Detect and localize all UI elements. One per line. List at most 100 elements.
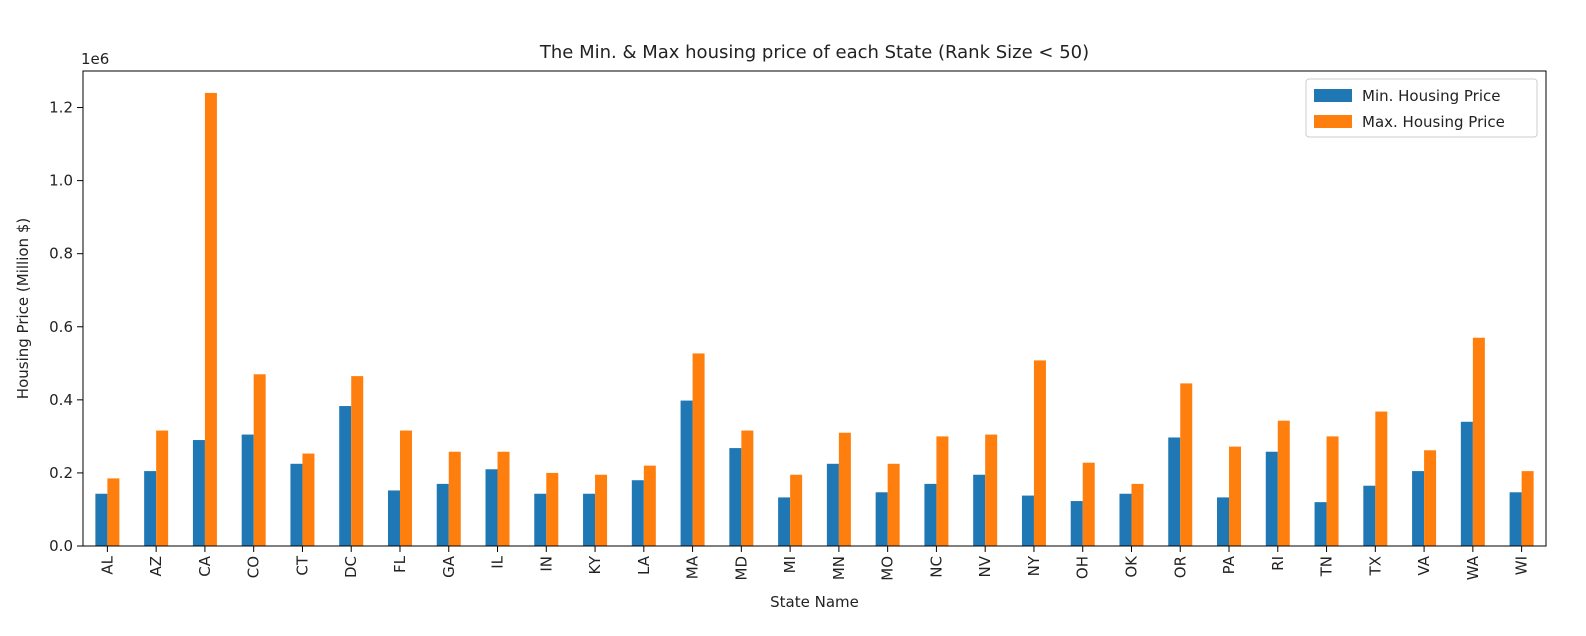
- x-tick-label-mi: MI: [781, 556, 799, 573]
- bar-max-oh: [1082, 462, 1095, 546]
- legend-label-max: Max. Housing Price: [1362, 113, 1505, 131]
- y-tick-label: 0.2: [49, 464, 73, 482]
- legend-swatch-max: [1314, 115, 1352, 128]
- bar-min-mo: [875, 492, 888, 546]
- x-tick-label-la: LA: [635, 555, 653, 575]
- bar-max-in: [546, 472, 559, 546]
- x-tick-label-nv: NV: [976, 555, 994, 577]
- bar-min-fl: [387, 490, 400, 546]
- x-tick-label-ca: CA: [196, 555, 214, 576]
- plot-frame: [82, 70, 1547, 547]
- bar-max-nc: [936, 436, 949, 546]
- bar-min-il: [485, 469, 498, 546]
- bar-min-dc: [339, 406, 352, 546]
- bar-min-tx: [1363, 485, 1376, 546]
- y-tick-label: 0.6: [49, 318, 73, 336]
- x-tick-label-tn: TN: [1318, 556, 1336, 577]
- bar-max-ok: [1131, 483, 1144, 546]
- x-tick-label-co: CO: [245, 556, 263, 578]
- bar-max-co: [253, 374, 266, 546]
- x-tick-label-mn: MN: [830, 556, 848, 580]
- x-tick-label-wa: WA: [1464, 555, 1482, 580]
- bar-max-ri: [1277, 420, 1290, 546]
- bar-max-pa: [1229, 446, 1242, 546]
- bar-max-ct: [302, 453, 315, 546]
- x-tick-label-ga: GA: [440, 555, 458, 578]
- y-tick-label: 0.0: [49, 537, 73, 555]
- bar-min-in: [534, 493, 547, 546]
- bar-min-ny: [1021, 495, 1034, 546]
- bar-max-ga: [448, 451, 461, 546]
- bar-min-ga: [436, 483, 449, 546]
- x-tick-label-wi: WI: [1513, 556, 1531, 575]
- y-tick-label: 0.8: [49, 245, 73, 263]
- bar-max-tx: [1375, 411, 1388, 546]
- bar-max-va: [1424, 450, 1437, 546]
- x-tick-label-ny: NY: [1025, 555, 1043, 576]
- bar-min-ca: [192, 440, 205, 546]
- bar-max-or: [1180, 383, 1193, 546]
- x-tick-label-dc: DC: [342, 556, 360, 578]
- x-tick-label-tx: TX: [1366, 556, 1384, 576]
- y-tick-label: 1.2: [49, 99, 73, 117]
- bar-min-pa: [1217, 497, 1230, 546]
- bar-max-fl: [399, 430, 412, 546]
- bar-min-or: [1168, 437, 1181, 546]
- bar-min-co: [241, 434, 254, 546]
- bar-min-nv: [973, 474, 986, 546]
- bar-max-dc: [351, 376, 364, 546]
- legend-swatch-min: [1314, 89, 1352, 102]
- x-tick-label-ma: MA: [684, 555, 702, 579]
- y-axis-ticks: 0.0 0.2 0.4 0.6 0.8 1.0 1.2: [49, 99, 83, 555]
- bar-min-mn: [826, 463, 839, 546]
- bar-min-tn: [1314, 502, 1327, 546]
- x-tick-label-in: IN: [537, 556, 555, 572]
- bar-min-mi: [778, 497, 791, 546]
- bar-max-wi: [1521, 471, 1534, 546]
- bar-min-nc: [924, 483, 937, 546]
- x-tick-label-ri: RI: [1269, 556, 1287, 571]
- bar-min-wa: [1460, 421, 1473, 546]
- chart-title: The Min. & Max housing price of each Sta…: [539, 42, 1089, 63]
- x-tick-label-ct: CT: [293, 555, 311, 575]
- bar-min-md: [729, 448, 742, 546]
- bar-max-wa: [1472, 337, 1485, 546]
- x-tick-label-il: IL: [489, 555, 507, 568]
- bar-max-il: [497, 451, 510, 546]
- bar-max-ky: [595, 474, 608, 546]
- bar-min-ky: [583, 493, 596, 546]
- bar-min-az: [144, 471, 157, 546]
- x-tick-label-pa: PA: [1220, 555, 1238, 574]
- x-axis-ticks: AL AZ CA CO CT DC FL GA IL IN KY LA MA MD MI MN MO NC NV NY…: [98, 546, 1531, 581]
- bar-max-md: [741, 430, 754, 546]
- x-tick-label-nc: NC: [927, 556, 945, 578]
- bar-max-mo: [887, 463, 900, 546]
- bar-min-al: [95, 493, 108, 546]
- bars-group: [95, 92, 1534, 547]
- y-tick-label: 0.4: [49, 391, 73, 409]
- legend-box: [1305, 78, 1538, 138]
- bar-min-va: [1412, 471, 1425, 546]
- legend: Min. Housing Price Max. Housing Price: [1305, 78, 1538, 138]
- bar-max-al: [107, 478, 120, 546]
- x-tick-label-md: MD: [732, 556, 750, 581]
- bar-min-ma: [680, 400, 693, 546]
- x-tick-label-az: AZ: [147, 556, 165, 577]
- legend-label-min: Min. Housing Price: [1362, 87, 1501, 105]
- bar-min-ct: [290, 463, 303, 546]
- bar-min-la: [631, 480, 644, 546]
- x-axis-label: State Name: [770, 593, 859, 611]
- x-tick-label-va: VA: [1415, 555, 1433, 575]
- bar-min-wi: [1509, 492, 1522, 546]
- bar-min-ri: [1265, 451, 1278, 546]
- bar-max-la: [643, 465, 656, 546]
- x-tick-label-al: AL: [98, 555, 116, 574]
- bar-max-mn: [838, 432, 851, 546]
- bar-max-tn: [1326, 436, 1339, 546]
- x-tick-label-or: OR: [1171, 556, 1189, 578]
- y-axis-label: Housing Price (Million $): [14, 218, 32, 399]
- bar-max-ny: [1033, 360, 1046, 546]
- bar-max-nv: [985, 434, 998, 546]
- bar-min-oh: [1070, 501, 1083, 546]
